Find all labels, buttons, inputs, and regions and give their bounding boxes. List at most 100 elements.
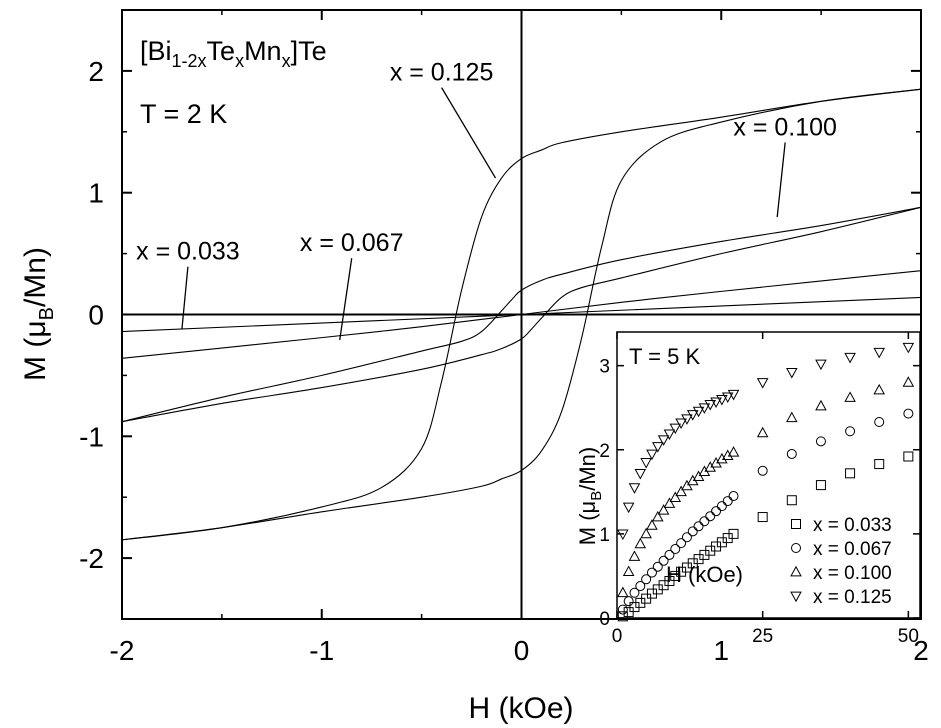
inset-point-x-0-067 [681, 532, 692, 543]
main-x-tick-label: 1 [713, 635, 729, 666]
inset-point-x-0-067 [646, 567, 657, 578]
inset-point-x-0-067 [728, 491, 739, 502]
inset-point-x-0-100 [634, 537, 647, 549]
inset-point-x-0-033 [903, 451, 914, 462]
inset-point-x-0-125 [710, 397, 722, 409]
inset-point-x-0-067 [705, 511, 716, 522]
inset-point-x-0-125 [663, 429, 676, 440]
main-x-tick-label: -1 [309, 635, 334, 666]
inset-point-x-0-033 [728, 528, 739, 539]
main-y-tick-label: 0 [88, 300, 104, 331]
annotation-leader-x-0-125 [441, 87, 497, 179]
curve-x-0-100-branch-1 [121, 206, 922, 423]
inset-point-x-0-033 [786, 495, 797, 506]
inset-point-x-0-100 [646, 519, 658, 530]
inset-point-x-0-067 [757, 465, 768, 476]
inset-point-x-0-100 [622, 565, 635, 577]
inset-point-x-0-100 [786, 411, 798, 423]
inset-point-x-0-125 [844, 352, 856, 364]
legend-marker-x-0-125 [790, 591, 802, 603]
annotation-x-0-100: x = 0.100 [733, 113, 837, 141]
inset-point-x-0-125 [675, 418, 687, 430]
annotation-leader-x-0-100 [776, 142, 786, 218]
inset-point-x-0-100 [681, 479, 693, 491]
inset-x-tick-label: 50 [898, 626, 919, 647]
inset-point-x-0-033 [641, 593, 652, 604]
inset-y-tick-label: 2 [599, 441, 610, 462]
inset-legend: x = 0.033 x = 0.067 x = 0.100 x = 0.125 [790, 515, 892, 608]
legend-label-x-0-067: x = 0.067 [813, 539, 892, 560]
inset-point-x-0-100 [617, 586, 629, 598]
inset-point-x-0-067 [658, 555, 669, 566]
inset-point-x-0-067 [815, 436, 826, 447]
annotation-x-0-033: x = 0.033 [136, 238, 240, 266]
inset-point-x-0-100 [628, 550, 641, 561]
inset-point-x-0-100 [721, 449, 734, 460]
inset-point-x-0-125 [692, 406, 705, 418]
inset-point-x-0-067 [711, 506, 722, 517]
inset-point-x-0-067 [635, 581, 646, 592]
inset-point-x-0-067 [652, 561, 663, 572]
inset-point-x-0-125 [704, 400, 717, 411]
main-x-tick-label: -2 [110, 635, 135, 666]
main-y-tick-label: -1 [79, 421, 104, 452]
legend-label-x-0-033: x = 0.033 [813, 515, 892, 536]
main-y-axis-label: M (μB/Mn) [19, 247, 58, 381]
inset-point-x-0-100 [669, 491, 682, 503]
inset-point-x-0-033 [845, 468, 856, 479]
inset-point-x-0-125 [902, 342, 915, 354]
inset-point-x-0-067 [664, 549, 675, 560]
inset-point-x-0-125 [622, 502, 635, 514]
inset-point-x-0-100 [844, 391, 856, 402]
inset-plot-frame [616, 331, 921, 619]
inset-point-x-0-125 [669, 423, 682, 435]
annotation-leader-x-0-033 [181, 266, 189, 330]
curve-x-0-125-branch-1 [121, 88, 922, 541]
main-axis-ticks: -2 -1 0 1 2 -2 -1 0 1 2 [79, 9, 929, 666]
main-x-axis-label: H (kOe) [469, 692, 574, 725]
inset-point-x-0-067 [716, 501, 727, 512]
inset-point-x-0-033 [623, 607, 634, 618]
inset-point-x-0-067 [874, 417, 885, 428]
inset-y-tick-label: 1 [599, 525, 610, 546]
main-temperature-label: T = 2 K [140, 99, 227, 129]
main-y-tick-label: 2 [88, 56, 104, 87]
inset-point-x-0-033 [815, 480, 826, 491]
inset-point-x-0-100 [657, 504, 670, 515]
inset-point-x-0-125 [873, 347, 886, 359]
inset-point-x-0-067 [699, 516, 710, 527]
inset-point-x-0-067 [623, 596, 634, 607]
inset-point-x-0-033 [874, 459, 885, 470]
annotation-leader-x-0-067 [339, 258, 353, 341]
legend-marker-x-0-067 [791, 543, 801, 553]
main-title: [Bi1-2xTexMnx]Te [140, 36, 327, 71]
inset-point-x-0-125 [646, 449, 658, 461]
inset-point-x-0-067 [617, 604, 628, 615]
inset-point-x-0-067 [670, 544, 681, 555]
main-y-tick-label: 1 [88, 178, 104, 209]
legend-label-x-0-125: x = 0.125 [813, 587, 892, 608]
inset-point-x-0-125 [651, 442, 664, 453]
inset-point-x-0-125 [617, 529, 629, 541]
inset-point-x-0-125 [721, 392, 734, 403]
inset-point-x-0-100 [727, 446, 740, 457]
inset-y-tick-label: 3 [599, 357, 610, 378]
curve-x-0-125-branch-2 [121, 88, 922, 541]
main-x-tick-label: 0 [514, 635, 530, 666]
inset-point-x-0-033 [664, 575, 675, 586]
curve-x-0-067-branch-1 [121, 270, 922, 359]
inset-point-x-0-100 [902, 376, 915, 387]
inset-x-tick-label: 0 [612, 626, 623, 647]
inset-point-x-0-067 [641, 574, 652, 585]
inset-point-x-0-125 [698, 403, 711, 414]
inset-temperature-label: T = 5 K [629, 344, 700, 369]
inset-axis-ticks: 0 25 50 0 1 2 3 [599, 332, 920, 647]
inset-point-x-0-125 [727, 389, 740, 401]
main-y-tick-label: -2 [79, 543, 104, 574]
inset-point-x-0-067 [629, 587, 640, 598]
inset-point-x-0-100 [640, 527, 652, 539]
main-x-tick-label: 2 [913, 635, 929, 666]
inset-point-x-0-125 [657, 435, 670, 446]
